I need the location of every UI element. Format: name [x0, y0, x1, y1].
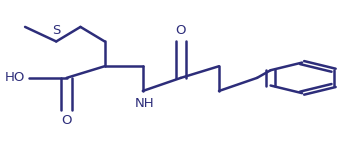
Text: O: O	[61, 114, 72, 127]
Text: O: O	[176, 24, 186, 37]
Text: NH: NH	[135, 97, 154, 110]
Text: S: S	[52, 24, 60, 37]
Text: HO: HO	[5, 71, 25, 84]
